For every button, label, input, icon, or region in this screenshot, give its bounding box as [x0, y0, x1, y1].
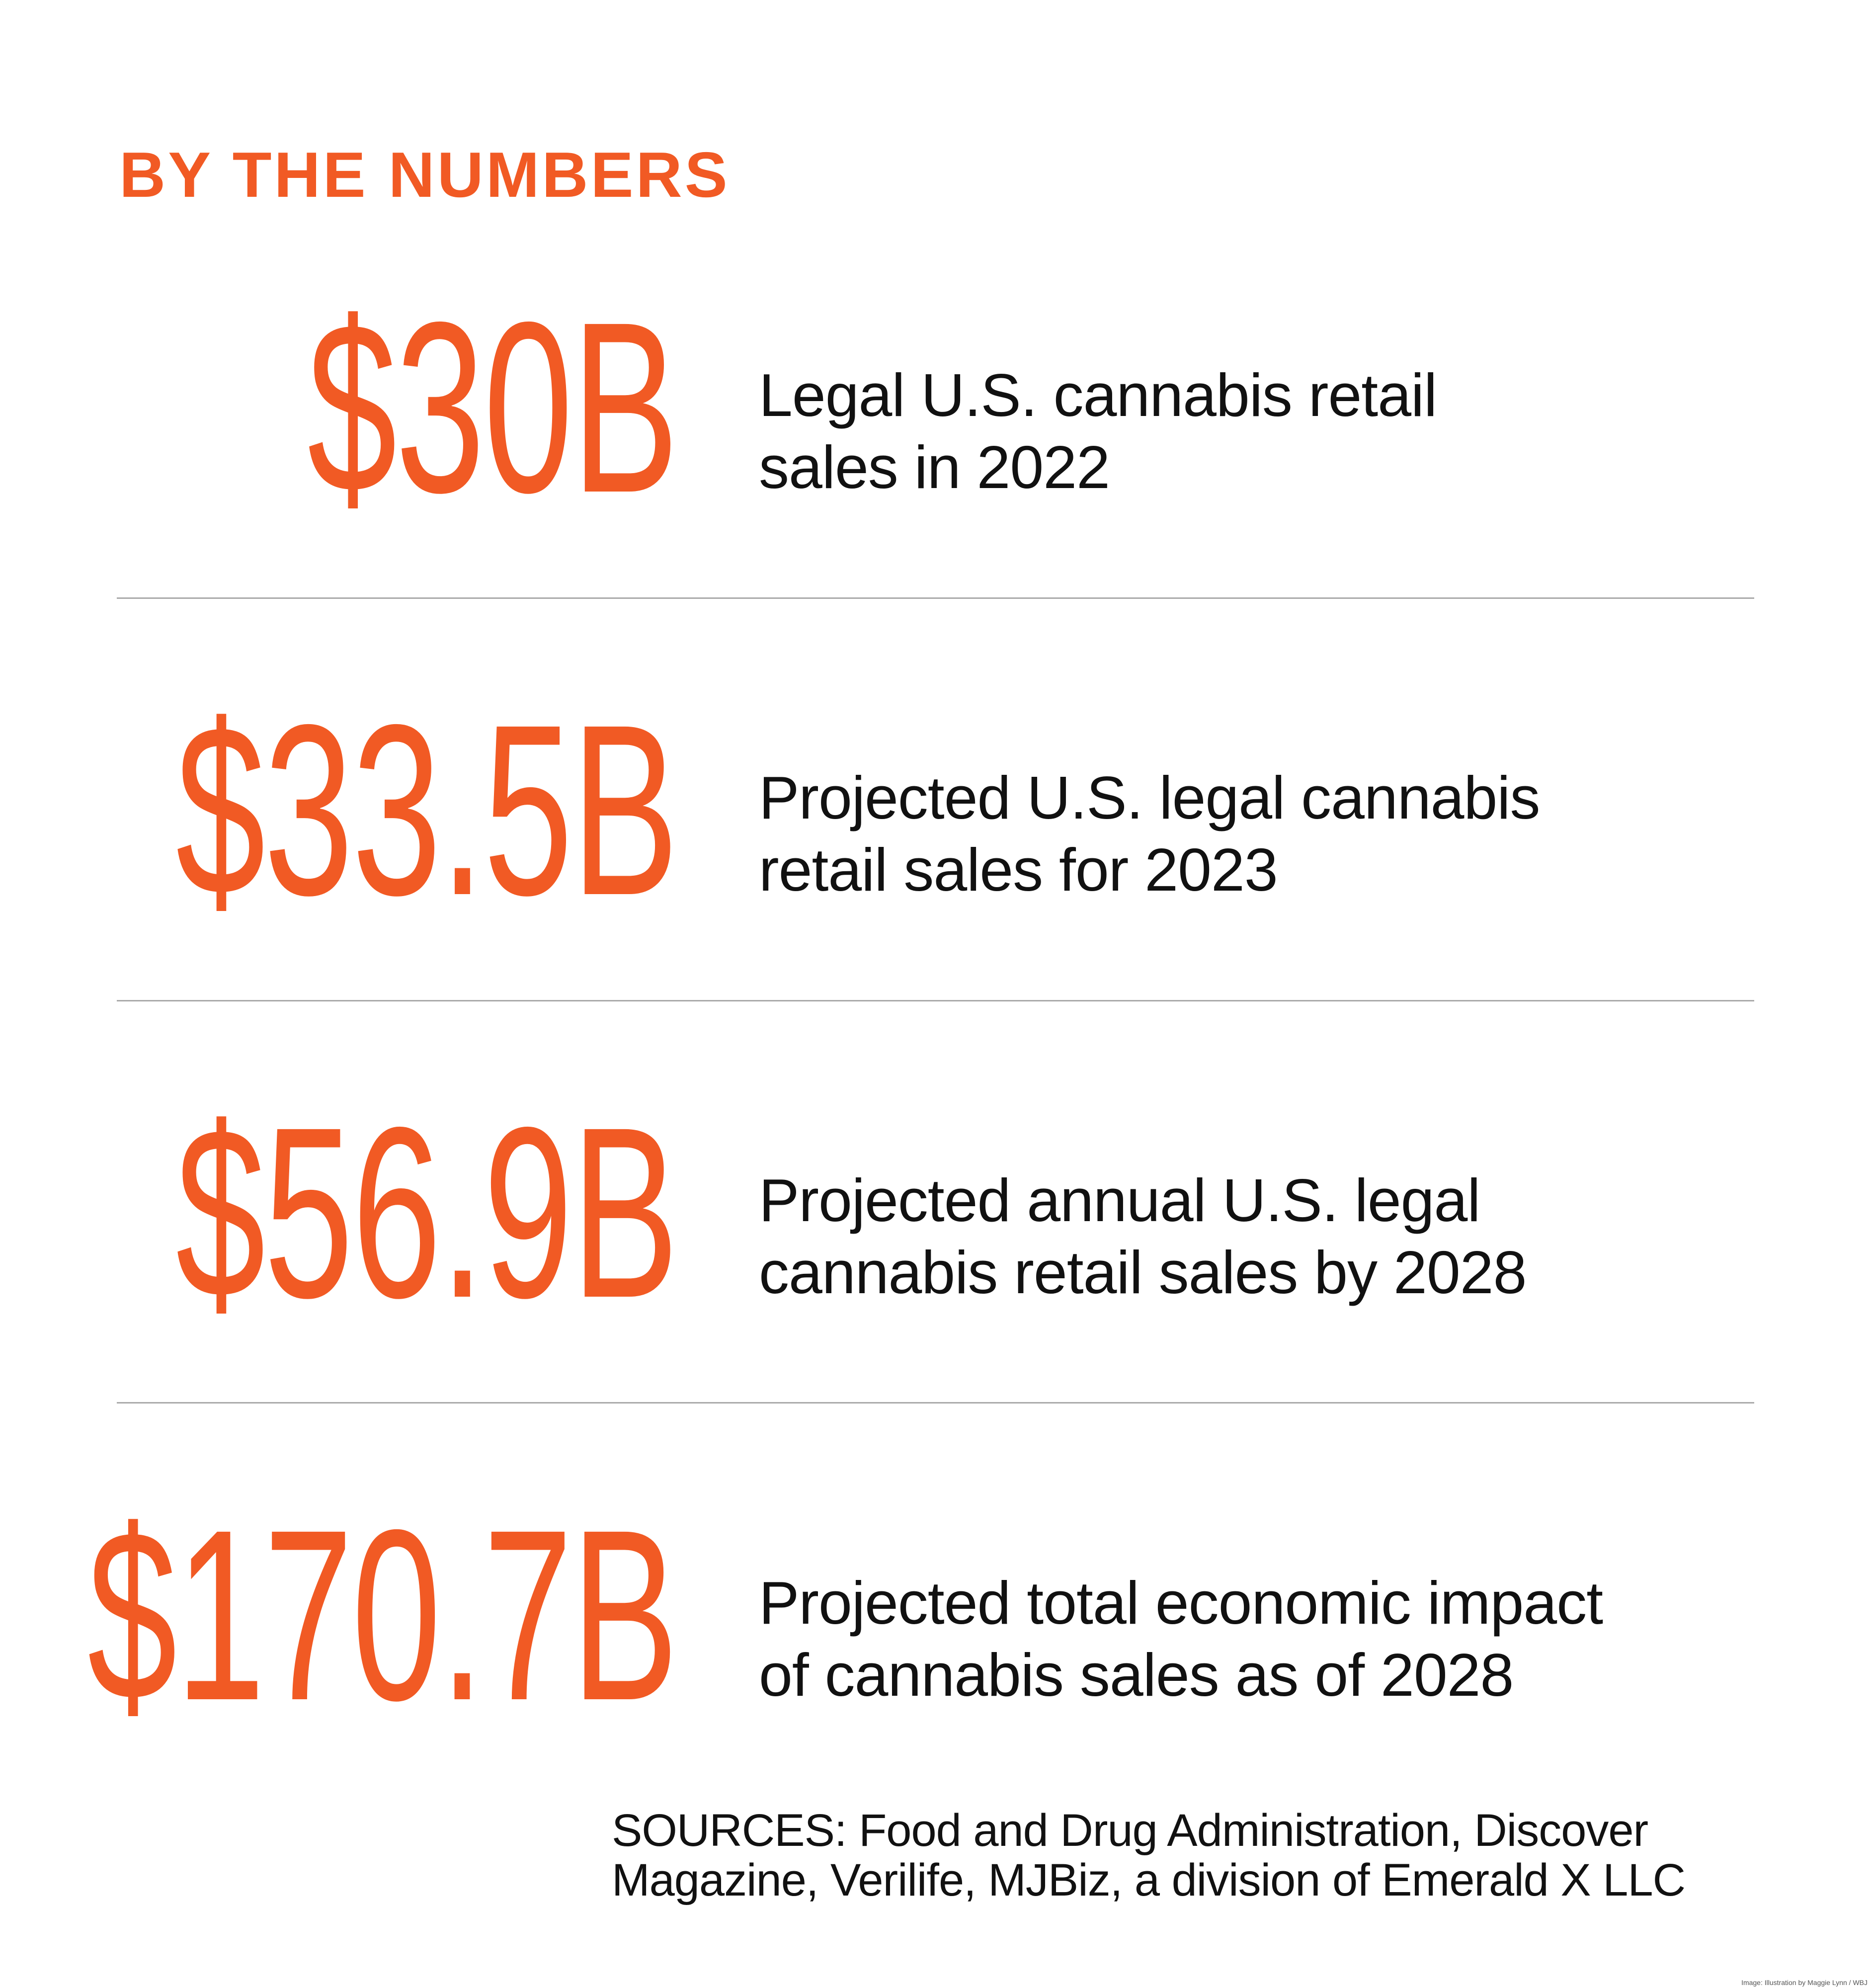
stat-description-line: Projected total economic impact [759, 1569, 1603, 1637]
stat-row: $30B Legal U.S. cannabis retail sales in… [0, 195, 1871, 598]
stat-row: $33.5B Projected U.S. legal cannabis ret… [0, 598, 1871, 1000]
divider [117, 1402, 1754, 1404]
divider [117, 597, 1754, 599]
stat-description-line: cannabis retail sales by 2028 [759, 1239, 1527, 1306]
stat-description-line: Legal U.S. cannabis retail [759, 361, 1437, 429]
stat-description-line: retail sales for 2023 [759, 836, 1278, 904]
stat-description: Projected annual U.S. legal cannabis ret… [759, 1164, 1753, 1309]
sources-line: SOURCES: Food and Drug Administration, D… [612, 1805, 1648, 1856]
stat-description: Projected total economic impact of canna… [759, 1567, 1753, 1711]
stat-value: $30B [307, 271, 678, 543]
sources-line: Magazine, Verilife, MJBiz, a division of… [612, 1855, 1686, 1905]
stat-description: Projected U.S. legal cannabis retail sal… [759, 762, 1753, 906]
stat-description-line: sales in 2022 [759, 433, 1110, 501]
stat-value: $56.9B [175, 1076, 679, 1348]
divider [117, 1000, 1754, 1001]
stat-value: $33.5B [175, 673, 679, 946]
stat-row: $56.9B Projected annual U.S. legal canna… [0, 1000, 1871, 1403]
stat-description-line: Projected U.S. legal cannabis [759, 764, 1540, 831]
stat-row: $170.7B Projected total economic impact … [0, 1403, 1871, 1806]
page-title: BY THE NUMBERS [119, 139, 730, 211]
sources-note: SOURCES: Food and Drug Administration, D… [612, 1805, 1686, 1905]
stat-value: $170.7B [87, 1479, 679, 1751]
stat-description: Legal U.S. cannabis retail sales in 2022 [759, 359, 1753, 503]
image-credit: Image: Illustration by Maggie Lynn / WBJ [1741, 1979, 1868, 1987]
stat-description-line: Projected annual U.S. legal [759, 1166, 1480, 1234]
stat-description-line: of cannabis sales as of 2028 [759, 1641, 1514, 1709]
